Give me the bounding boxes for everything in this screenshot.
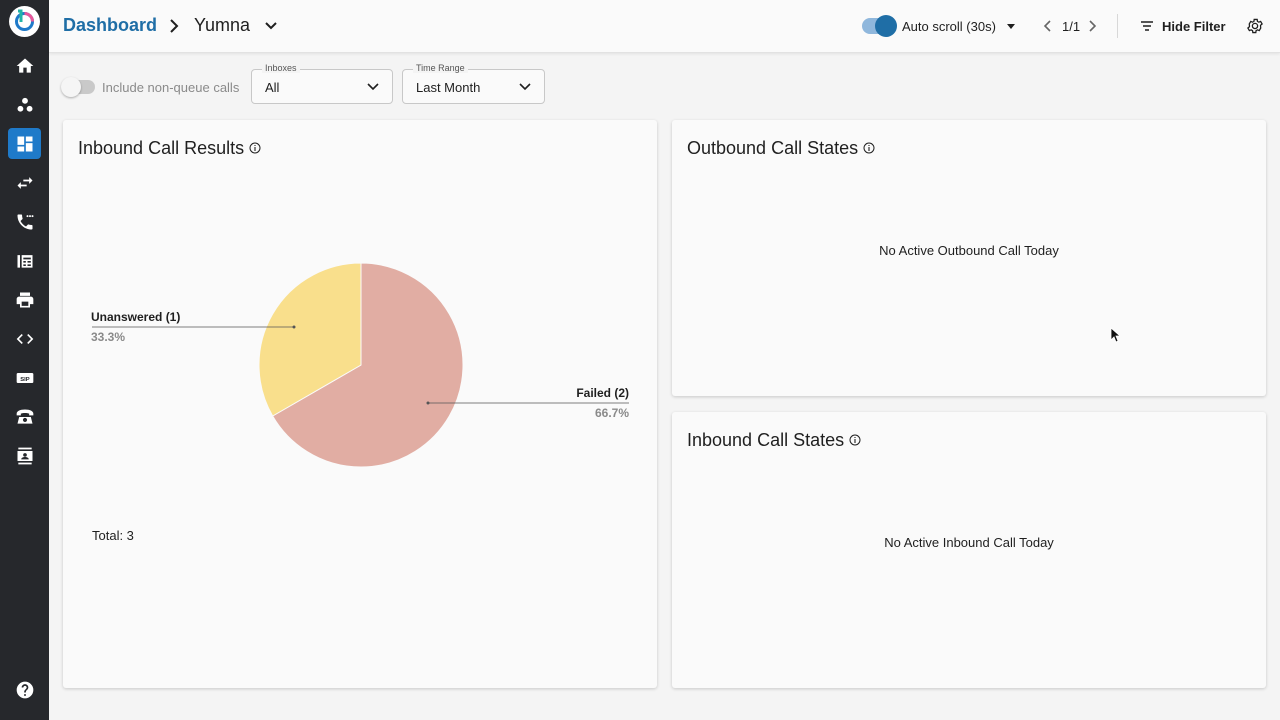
sidebar-item-calls[interactable] bbox=[8, 206, 41, 237]
sidebar-item-transfer[interactable] bbox=[8, 167, 41, 198]
chevron-right-icon[interactable] bbox=[1085, 18, 1099, 34]
code-icon bbox=[16, 333, 33, 344]
card-title: Inbound Call States bbox=[687, 430, 861, 451]
sidebar-item-home[interactable] bbox=[8, 50, 41, 81]
filter-icon bbox=[1141, 21, 1153, 31]
help-icon bbox=[16, 681, 33, 698]
non-queue-label: Include non-queue calls bbox=[102, 80, 240, 95]
contacts-icon bbox=[17, 447, 32, 464]
home-icon bbox=[16, 58, 33, 73]
outbound-empty-message: No Active Outbound Call Today bbox=[879, 243, 1059, 258]
leader-dot-failed bbox=[426, 401, 430, 405]
non-queue-toggle[interactable] bbox=[61, 77, 95, 97]
transfer-icon bbox=[17, 176, 32, 189]
inbound-empty-message: No Active Inbound Call Today bbox=[884, 535, 1054, 550]
phone-icon bbox=[17, 214, 33, 229]
telephone-icon bbox=[16, 409, 33, 424]
breadcrumb-dashboard[interactable]: Dashboard bbox=[63, 15, 158, 35]
slice-label-unanswered: Unanswered (1) bbox=[91, 310, 181, 324]
logo-icon bbox=[15, 9, 34, 31]
leader-dot-unanswered bbox=[292, 325, 296, 329]
outbound-call-states-card: Outbound Call States No Active Outbound … bbox=[672, 120, 1266, 396]
slice-pct-unanswered: 33.3% bbox=[91, 330, 126, 344]
top-header: Dashboard Yumna Auto scroll (30s) 1/1 Hi… bbox=[49, 0, 1280, 53]
inboxes-label: Inboxes bbox=[262, 63, 300, 73]
inbound-states-title: Inbound Call States bbox=[687, 430, 845, 450]
info-icon[interactable] bbox=[863, 142, 875, 154]
outbound-states-title: Outbound Call States bbox=[687, 138, 859, 158]
pie-chart bbox=[92, 262, 629, 468]
auto-scroll-toggle[interactable] bbox=[862, 15, 897, 37]
gear-icon[interactable] bbox=[1246, 17, 1264, 35]
chevron-left-icon[interactable] bbox=[1041, 18, 1055, 34]
mouse-cursor-icon bbox=[1110, 327, 1120, 343]
chevron-right-icon bbox=[170, 19, 179, 33]
inbound-call-states-card: Inbound Call States No Active Inbound Ca… bbox=[672, 412, 1266, 688]
header-divider bbox=[1117, 14, 1118, 38]
inboxes-value: All bbox=[265, 80, 280, 95]
sip-icon: SIP bbox=[16, 372, 33, 383]
sidebar-item-help[interactable] bbox=[8, 674, 41, 705]
sidebar-item-contacts[interactable] bbox=[8, 440, 41, 471]
inbound-call-results-card: Inbound Call Results Unanswered (1) 33.3… bbox=[63, 120, 657, 688]
inbound-results-title: Inbound Call Results bbox=[78, 138, 245, 158]
chevron-down-icon[interactable] bbox=[263, 18, 279, 34]
sidebar-item-telephone[interactable] bbox=[8, 401, 41, 432]
time-range-label: Time Range bbox=[413, 63, 468, 73]
time-range-select[interactable]: Time Range Last Month bbox=[402, 63, 545, 104]
svg-text:SIP: SIP bbox=[20, 376, 30, 382]
info-icon[interactable] bbox=[849, 434, 861, 446]
page-count: 1/1 bbox=[1062, 19, 1081, 34]
sidebar-item-fax[interactable] bbox=[8, 245, 41, 276]
inboxes-select[interactable]: Inboxes All bbox=[251, 63, 393, 104]
slice-label-failed: Failed (2) bbox=[576, 386, 629, 400]
hide-filter-button[interactable]: Hide Filter bbox=[1162, 19, 1226, 34]
card-title: Outbound Call States bbox=[687, 138, 875, 159]
time-range-value: Last Month bbox=[416, 80, 481, 95]
sidebar: SIP bbox=[0, 0, 49, 720]
pie-slice-failed[interactable] bbox=[271, 262, 464, 468]
chevron-down-icon bbox=[367, 83, 379, 91]
app-logo[interactable] bbox=[9, 6, 40, 37]
auto-scroll-label: Auto scroll (30s) bbox=[902, 19, 996, 34]
caret-down-icon[interactable] bbox=[1005, 21, 1017, 31]
toggle-knob bbox=[875, 15, 897, 37]
sidebar-item-code[interactable] bbox=[8, 323, 41, 354]
slice-pct-failed: 66.7% bbox=[594, 406, 629, 420]
sidebar-item-sip[interactable]: SIP bbox=[8, 362, 41, 393]
info-icon[interactable] bbox=[249, 142, 261, 154]
pie-slice-unanswered[interactable] bbox=[258, 262, 362, 417]
sidebar-item-dashboard[interactable] bbox=[8, 128, 41, 159]
sidebar-item-print[interactable] bbox=[8, 284, 41, 315]
chevron-down-icon bbox=[519, 83, 531, 91]
fax-icon bbox=[17, 254, 32, 268]
total-count: Total: 3 bbox=[92, 528, 134, 543]
printer-icon bbox=[16, 292, 33, 307]
dashboard-icon bbox=[17, 136, 32, 151]
card-title: Inbound Call Results bbox=[78, 138, 261, 159]
users-icon bbox=[17, 97, 32, 112]
breadcrumb-current: Yumna bbox=[194, 15, 251, 35]
sidebar-item-users[interactable] bbox=[8, 89, 41, 120]
toggle-knob bbox=[61, 77, 81, 97]
